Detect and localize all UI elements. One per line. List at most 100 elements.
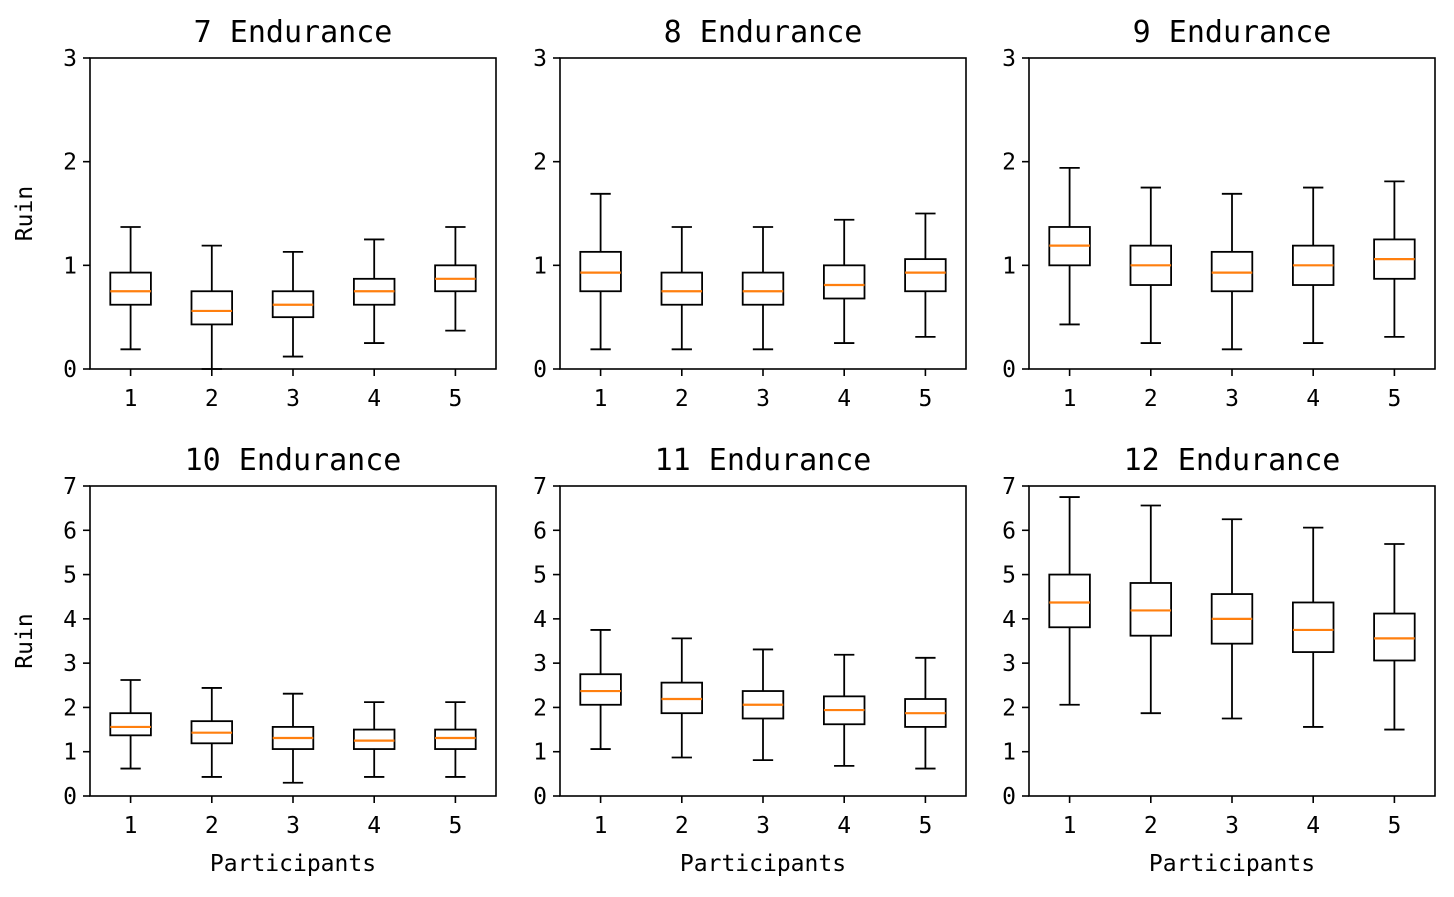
box-participant-1 [1048,496,1091,706]
y-tick-label: 1 [1002,253,1016,279]
y-tick-label: 0 [533,784,547,810]
y-tick-label: 0 [63,357,77,383]
x-axis-label: Participants [1149,851,1315,877]
y-tick-label: 1 [533,740,547,766]
box-participant-1 [109,679,152,770]
x-tick-label: 1 [124,813,138,839]
box-participant-2 [190,244,233,370]
y-tick-label: 5 [63,563,77,589]
box-participant-4 [352,238,396,344]
y-tick-label: 2 [63,150,77,176]
y-tick-label: 4 [533,607,547,633]
subplot-title: 12 Endurance [1124,443,1341,478]
subplot-4: 10 Endurance 0 1 2 3 4 5 6 7 1 2 3 4 5 Ruin Participant… [12,443,497,877]
x-tick-label: 1 [1063,813,1077,839]
x-tick-label: 1 [1063,386,1077,412]
x-tick-label: 5 [1387,813,1401,839]
box-participant-4 [823,218,866,344]
x-tick-label: 2 [675,813,689,839]
box-participant-1 [1048,166,1091,326]
y-tick-label: 1 [63,740,77,766]
x-tick-label: 3 [286,386,300,412]
box-participant-2 [190,687,233,778]
x-tick-label: 5 [448,386,462,412]
x-tick-label: 3 [286,813,300,839]
y-tick-label: 6 [1002,518,1016,544]
x-tick-label: 3 [1225,386,1239,412]
box-participant-4 [823,653,866,767]
axes-frame [559,57,967,370]
y-tick-label: 2 [63,695,77,721]
box-participant-5 [434,701,477,778]
x-tick-label: 5 [918,813,932,839]
y-tick-label: 6 [63,518,77,544]
y-tick-label: 3 [533,46,547,72]
box-participant-3 [741,226,785,351]
iqr-box [1048,573,1091,629]
iqr-box [109,712,152,737]
y-axis-label: Ruin [12,186,38,241]
y-tick-label: 7 [533,474,547,500]
y-tick-label: 1 [533,253,547,279]
x-tick-label: 4 [837,386,851,412]
axes-frame [559,485,967,797]
subplot-title: 11 Endurance [655,443,872,478]
x-tick-label: 3 [756,813,770,839]
x-tick-label: 1 [124,386,138,412]
x-tick-label: 2 [1144,386,1158,412]
box-participant-2 [1129,186,1172,344]
x-tick-label: 4 [367,813,381,839]
box-participant-2 [660,637,703,759]
x-tick-label: 2 [205,386,219,412]
x-tick-label: 4 [837,813,851,839]
box-participant-3 [1210,518,1254,720]
y-tick-label: 2 [1002,695,1016,721]
box-participant-3 [271,250,315,358]
y-tick-label: 3 [533,651,547,677]
x-tick-label: 4 [1306,386,1320,412]
y-tick-label: 0 [63,784,77,810]
box-participant-2 [660,226,703,351]
y-tick-label: 5 [1002,563,1016,589]
y-tick-label: 1 [1002,740,1016,766]
box-participant-1 [109,226,152,351]
subplot-title: 8 Endurance [664,15,863,50]
y-tick-label: 5 [533,563,547,589]
y-tick-label: 2 [1002,150,1016,176]
iqr-box [1373,612,1416,662]
box-participant-5 [1373,180,1416,338]
y-tick-label: 4 [1002,607,1016,633]
x-tick-label: 2 [675,386,689,412]
axes-frame [89,485,497,797]
x-axis-label: Participants [680,851,846,877]
x-tick-label: 5 [1387,386,1401,412]
y-tick-label: 2 [533,150,547,176]
y-tick-label: 0 [1002,357,1016,383]
y-tick-label: 7 [63,474,77,500]
iqr-box [904,258,947,293]
box-participant-1 [579,192,622,351]
box-participant-3 [1210,192,1254,351]
x-tick-label: 1 [594,813,608,839]
box-participant-1 [579,629,622,750]
iqr-box [579,673,622,706]
x-tick-label: 4 [1306,813,1320,839]
box-participant-5 [904,212,947,338]
iqr-box [109,271,152,306]
subplot-title: 7 Endurance [194,15,393,50]
y-axis-label: Ruin [12,613,38,668]
box-participant-5 [1373,543,1416,731]
iqr-box [741,271,785,306]
iqr-box [823,264,866,300]
y-tick-label: 3 [1002,651,1016,677]
x-tick-label: 1 [594,386,608,412]
x-tick-label: 4 [367,386,381,412]
axes-frame [1028,485,1436,797]
subplot-2: 8 Endurance 0 1 2 3 1 2 3 4 5 [533,15,967,412]
subplot-title: 9 Endurance [1133,15,1332,50]
y-tick-label: 2 [533,695,547,721]
subplot-3: 9 Endurance 0 1 2 3 1 2 3 4 5 [1002,15,1436,412]
y-tick-label: 0 [533,357,547,383]
iqr-box [190,290,233,326]
